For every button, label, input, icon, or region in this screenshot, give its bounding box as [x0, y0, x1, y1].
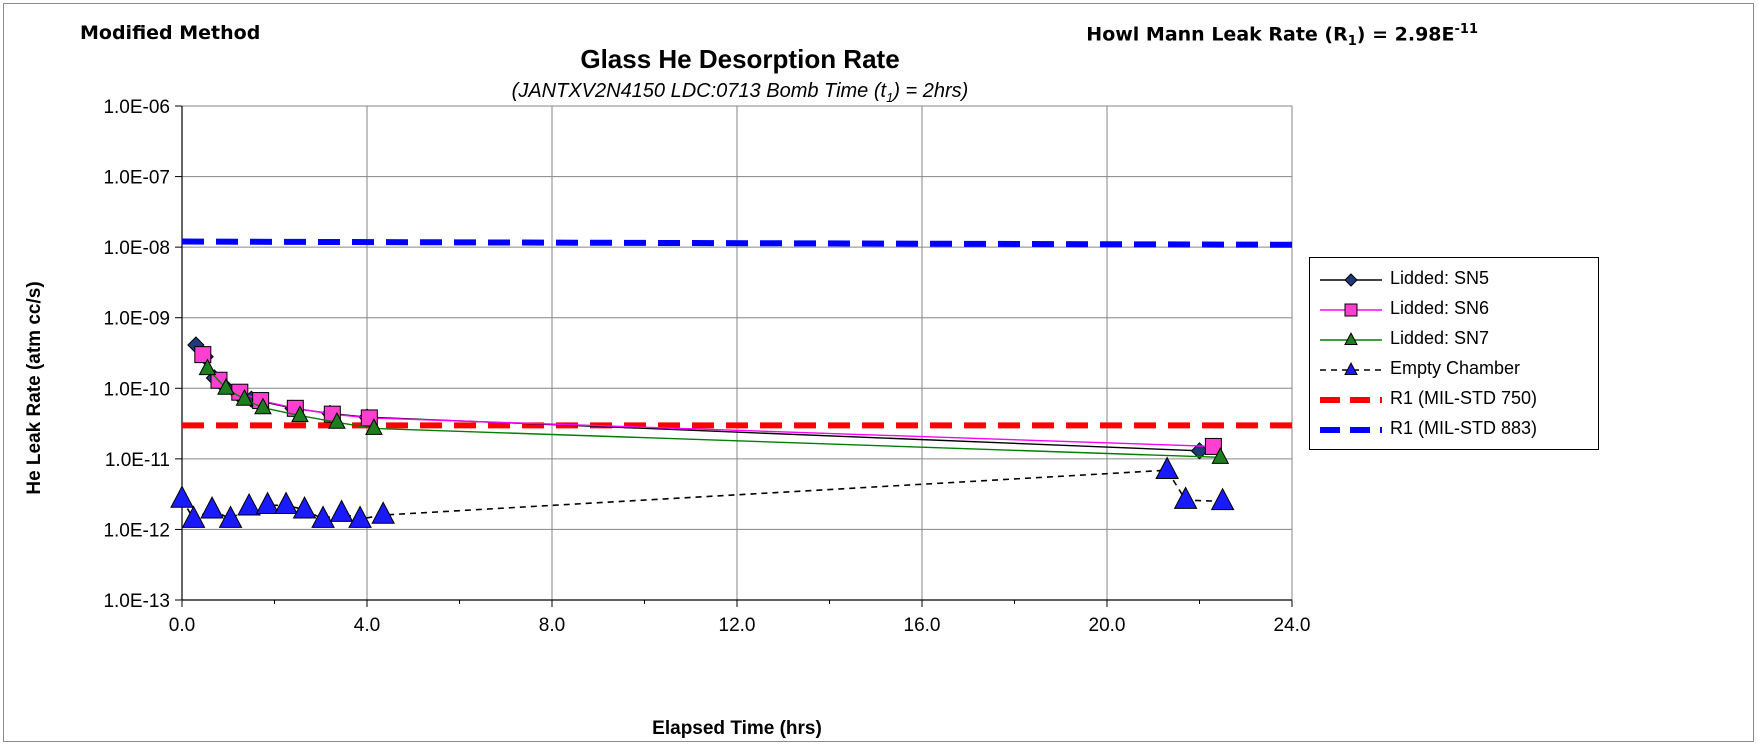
legend-label: Lidded: SN6: [1390, 298, 1490, 318]
data-point-triangle: [274, 491, 298, 515]
data-point-triangle: [198, 358, 217, 376]
data-point-triangle: [254, 397, 272, 415]
series-layer: [170, 238, 1293, 528]
y-tick-label: 1.0E-13: [103, 591, 170, 612]
x-tick-label: 0.0: [169, 615, 195, 636]
data-point-triangle: [311, 505, 335, 528]
data-point-triangle: [371, 501, 396, 524]
series-r1-mil-std-883-: [181, 238, 1293, 248]
series-lidded-sn7: [198, 358, 1230, 464]
legend-label: Empty Chamber: [1390, 358, 1521, 378]
chart-frame: [3, 3, 1754, 742]
data-point-triangle: [328, 411, 346, 429]
data-point-square: [194, 346, 212, 364]
legend-swatch: [1320, 397, 1382, 403]
legend-item: Lidded: SN7: [1310, 324, 1600, 356]
data-point-triangle: [1210, 487, 1235, 511]
data-point-triangle: [1173, 486, 1198, 509]
legend-item: Lidded: SN5: [1310, 264, 1600, 296]
x-tick-label: 24.0: [1274, 615, 1311, 636]
grid-layer: [181, 105, 1293, 601]
leak-rate-prefix: Howl Mann Leak Rate (R: [1086, 23, 1348, 46]
subtitle-prefix: (JANTXV2N4150 LDC:0713 Bomb Time (t: [511, 80, 887, 102]
leak-rate-subscript: 1: [1347, 34, 1357, 50]
y-tick-label: 1.0E-12: [103, 520, 170, 541]
data-point-diamond: [1190, 442, 1209, 460]
x-tick-label: 4.0: [354, 615, 380, 636]
data-point-triangle: [1211, 447, 1230, 464]
series-line: [181, 238, 1293, 248]
data-point-triangle: [170, 485, 194, 508]
legend-swatch: [1320, 362, 1382, 375]
legend-swatch: [1320, 332, 1382, 345]
data-point-triangle: [365, 418, 383, 435]
x-tick-label: 16.0: [904, 615, 941, 636]
legend-label: R1 (MIL-STD 750): [1390, 388, 1538, 408]
data-point-triangle: [1344, 362, 1358, 375]
legend-label: Lidded: SN5: [1390, 268, 1490, 288]
data-point-square: [1204, 437, 1222, 455]
y-tick-label: 1.0E-11: [105, 450, 170, 471]
legend-swatch: [1320, 303, 1382, 317]
data-point-triangle: [291, 405, 309, 423]
data-point-triangle: [237, 492, 261, 516]
data-point-triangle: [218, 505, 243, 528]
y-tick-label: 1.0E-06: [103, 97, 170, 118]
leak-rate-superscript: -11: [1454, 22, 1479, 37]
subtitle-suffix: ) = 2hrs): [893, 80, 969, 102]
x-tick-label: 20.0: [1089, 615, 1126, 636]
data-point-triangle: [217, 378, 235, 395]
y-tick-label: 1.0E-08: [103, 238, 170, 259]
legend-item: Lidded: SN6: [1310, 294, 1600, 326]
subtitle-subscript: 1: [886, 90, 894, 105]
chart-title: Glass He Desorption Rate: [580, 44, 900, 74]
data-point-diamond: [1344, 273, 1358, 287]
x-tick-label: 12.0: [719, 615, 756, 636]
x-tick-label: 8.0: [539, 615, 565, 636]
x-axis-title: Elapsed Time (hrs): [652, 718, 822, 739]
method-label: Modified Method: [80, 22, 261, 44]
data-point-triangle: [235, 388, 254, 406]
data-point-square: [1344, 303, 1358, 317]
data-point-triangle: [200, 496, 224, 519]
y-tick-label: 1.0E-10: [103, 379, 170, 400]
legend-label: Lidded: SN7: [1390, 328, 1490, 348]
y-tick-label: 1.0E-07: [103, 168, 170, 189]
legend-swatch: [1320, 273, 1382, 287]
data-point-triangle: [255, 491, 280, 515]
legend-item: R1 (MIL-STD 750): [1310, 384, 1600, 416]
legend-swatch: [1320, 427, 1382, 433]
leak-rate-mid: ) = 2.98E: [1356, 23, 1455, 46]
legend: Lidded: SN5 Lidded: SN6 Lidded: SN7 Empty C…: [1309, 257, 1599, 450]
legend-label: R1 (MIL-STD 883): [1390, 418, 1538, 438]
chart-subtitle: (JANTXV2N4150 LDC:0713 Bomb Time (t1) = …: [0, 80, 1480, 105]
data-point-triangle: [329, 499, 354, 522]
axes-layer: 1.0E-13 1.0E-12 1.0E-11 1.0E-10 1.0E-09 1.0E-…: [103, 97, 1310, 636]
series-empty-chamber: [170, 456, 1235, 528]
data-point-triangle: [1155, 456, 1179, 479]
data-point-triangle: [1344, 332, 1358, 345]
leak-rate-label: Howl Mann Leak Rate (R1) = 2.98E-11: [1086, 22, 1478, 49]
y-tick-label: 1.0E-09: [103, 309, 170, 330]
data-point-triangle: [181, 505, 206, 528]
legend-item: Empty Chamber: [1310, 354, 1600, 386]
data-point-triangle: [292, 496, 317, 519]
y-axis-title: He Leak Rate (atm cc/s): [24, 281, 45, 494]
legend-item: R1 (MIL-STD 883): [1310, 414, 1600, 446]
data-point-triangle: [348, 505, 372, 528]
